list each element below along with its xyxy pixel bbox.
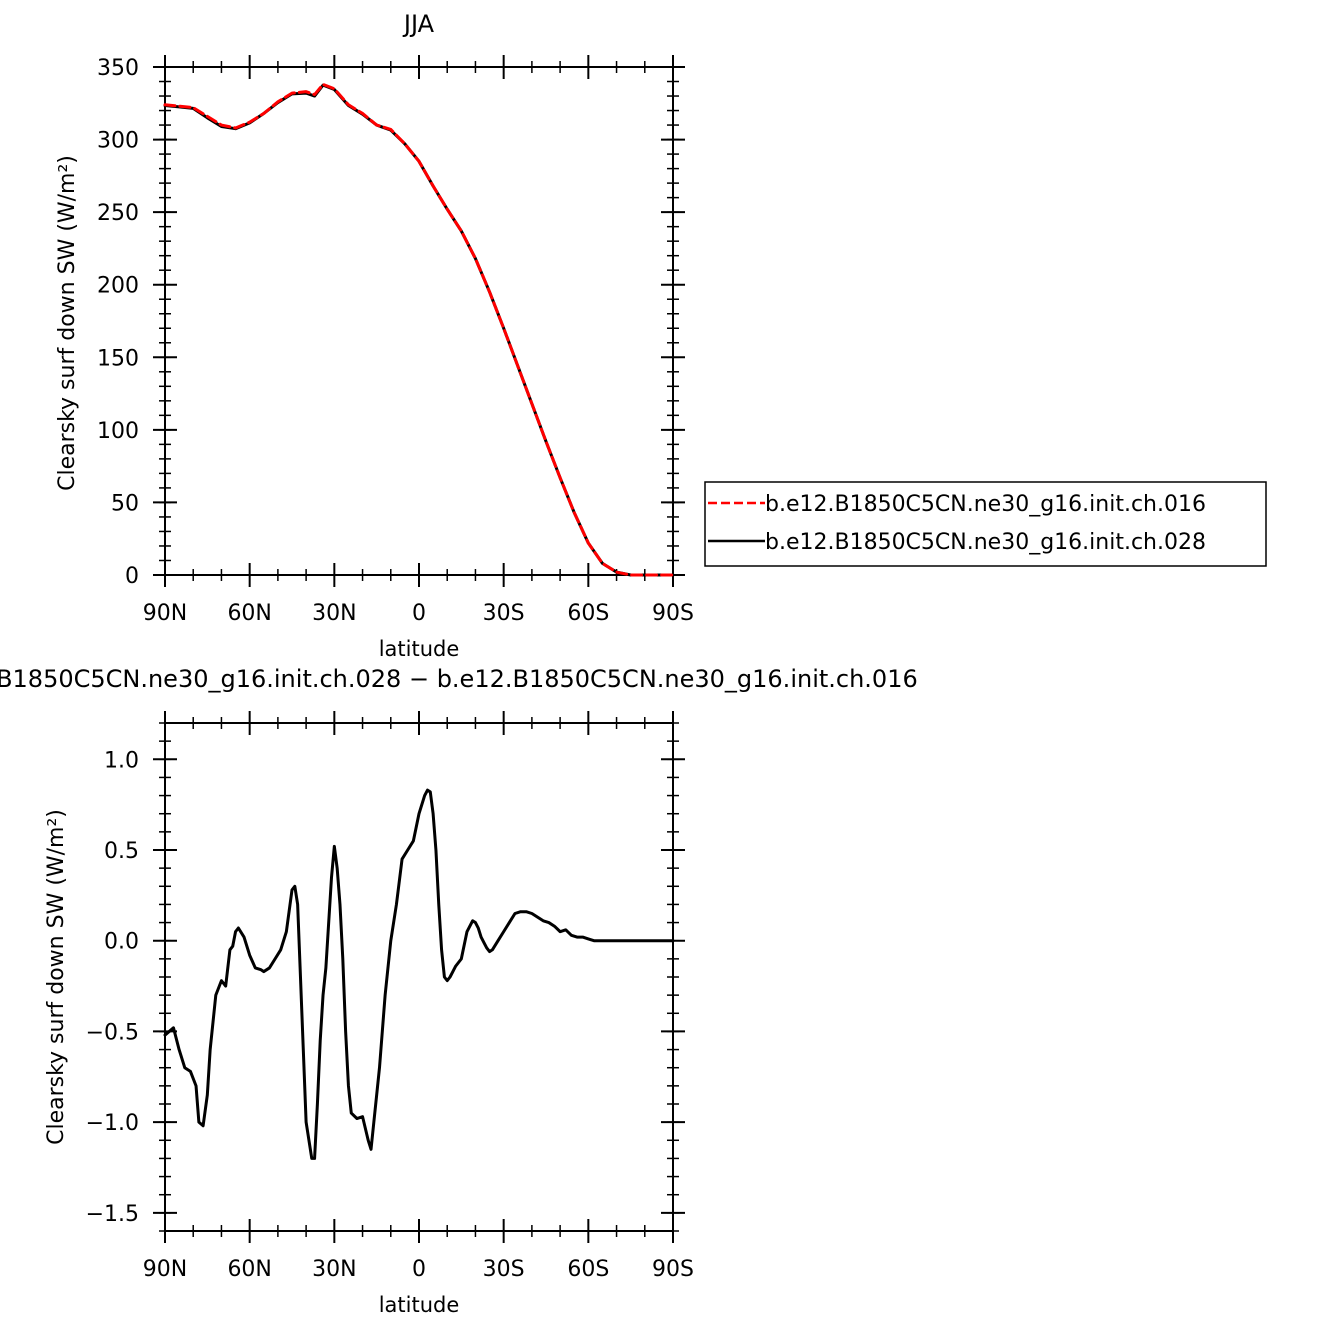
top-panel: JJA 0 50 100 150 200 250 300 350 90N 60N 30N 0 30S 6… (55, 10, 694, 661)
top-y-tick-labels: 0 50 100 150 200 250 300 350 (97, 56, 139, 589)
bottom-plot-frame (164, 722, 674, 1232)
top-series-lines (163, 82, 675, 577)
x-tick-label: 0 (412, 1257, 426, 1282)
series-line-1 (163, 788, 675, 1160)
bottom-y-tick-labels: −1.5 −1.0 −0.5 0.0 0.5 1.0 (86, 748, 139, 1227)
y-tick-label: 100 (97, 419, 139, 444)
y-tick-label: −0.5 (86, 1020, 139, 1045)
bottom-title: b.e12.B1850C5CN.ne30_g16.init.ch.028 − b… (0, 665, 918, 693)
top-x-tick-labels: 90N 60N 30N 0 30S 60S 90S (143, 601, 694, 626)
series-line-2 (163, 83, 675, 577)
x-tick-label: 60S (567, 601, 609, 626)
legend: b.e12.B1850C5CN.ne30_g16.init.ch.016 b.e… (704, 481, 1267, 567)
x-tick-label: 30N (312, 601, 356, 626)
top-title: JJA (402, 10, 435, 38)
x-tick-label: 60N (227, 1257, 271, 1282)
bottom-x-axis-label: latitude (379, 1293, 460, 1317)
top-y-axis-label: Clearsky surf down SW (W/m²) (55, 155, 80, 491)
x-tick-label: 30N (312, 1257, 356, 1282)
y-tick-label: 200 (97, 274, 139, 299)
bottom-x-tick-labels: 90N 60N 30N 0 30S 60S 90S (143, 1257, 694, 1282)
series-line-1 (163, 82, 675, 577)
y-tick-label: 1.0 (104, 748, 139, 773)
x-tick-label: 60N (227, 601, 271, 626)
x-tick-label: 0 (412, 601, 426, 626)
top-x-axis-label: latitude (379, 637, 460, 661)
legend-box (704, 481, 1267, 567)
y-tick-label: 50 (111, 491, 139, 516)
x-tick-label: 30S (483, 601, 525, 626)
y-tick-label: 0.5 (104, 839, 139, 864)
bottom-panel: b.e12.B1850C5CN.ne30_g16.init.ch.028 − b… (0, 665, 918, 1317)
x-tick-label: 30S (483, 1257, 525, 1282)
y-tick-label: 300 (97, 129, 139, 154)
x-tick-label: 90S (652, 1257, 694, 1282)
y-tick-label: 150 (97, 346, 139, 371)
legend-label-series-2: b.e12.B1850C5CN.ne30_g16.init.ch.028 (765, 530, 1206, 555)
bottom-series-lines (163, 788, 675, 1160)
legend-label-series-1: b.e12.B1850C5CN.ne30_g16.init.ch.016 (765, 492, 1206, 517)
top-axis-ticks (153, 55, 685, 587)
y-tick-label: −1.0 (86, 1111, 139, 1136)
y-tick-label: −1.5 (86, 1202, 139, 1227)
x-tick-label: 90N (143, 1257, 187, 1282)
x-tick-label: 90N (143, 601, 187, 626)
y-tick-label: 0 (125, 564, 139, 589)
y-tick-label: 0.0 (104, 930, 139, 955)
x-tick-label: 60S (567, 1257, 609, 1282)
y-tick-label: 350 (97, 56, 139, 81)
bottom-axis-ticks (153, 711, 685, 1243)
bottom-y-axis-label: Clearsky surf down SW (W/m²) (44, 809, 69, 1145)
x-tick-label: 90S (652, 601, 694, 626)
y-tick-label: 250 (97, 201, 139, 226)
top-plot-frame (164, 66, 674, 576)
